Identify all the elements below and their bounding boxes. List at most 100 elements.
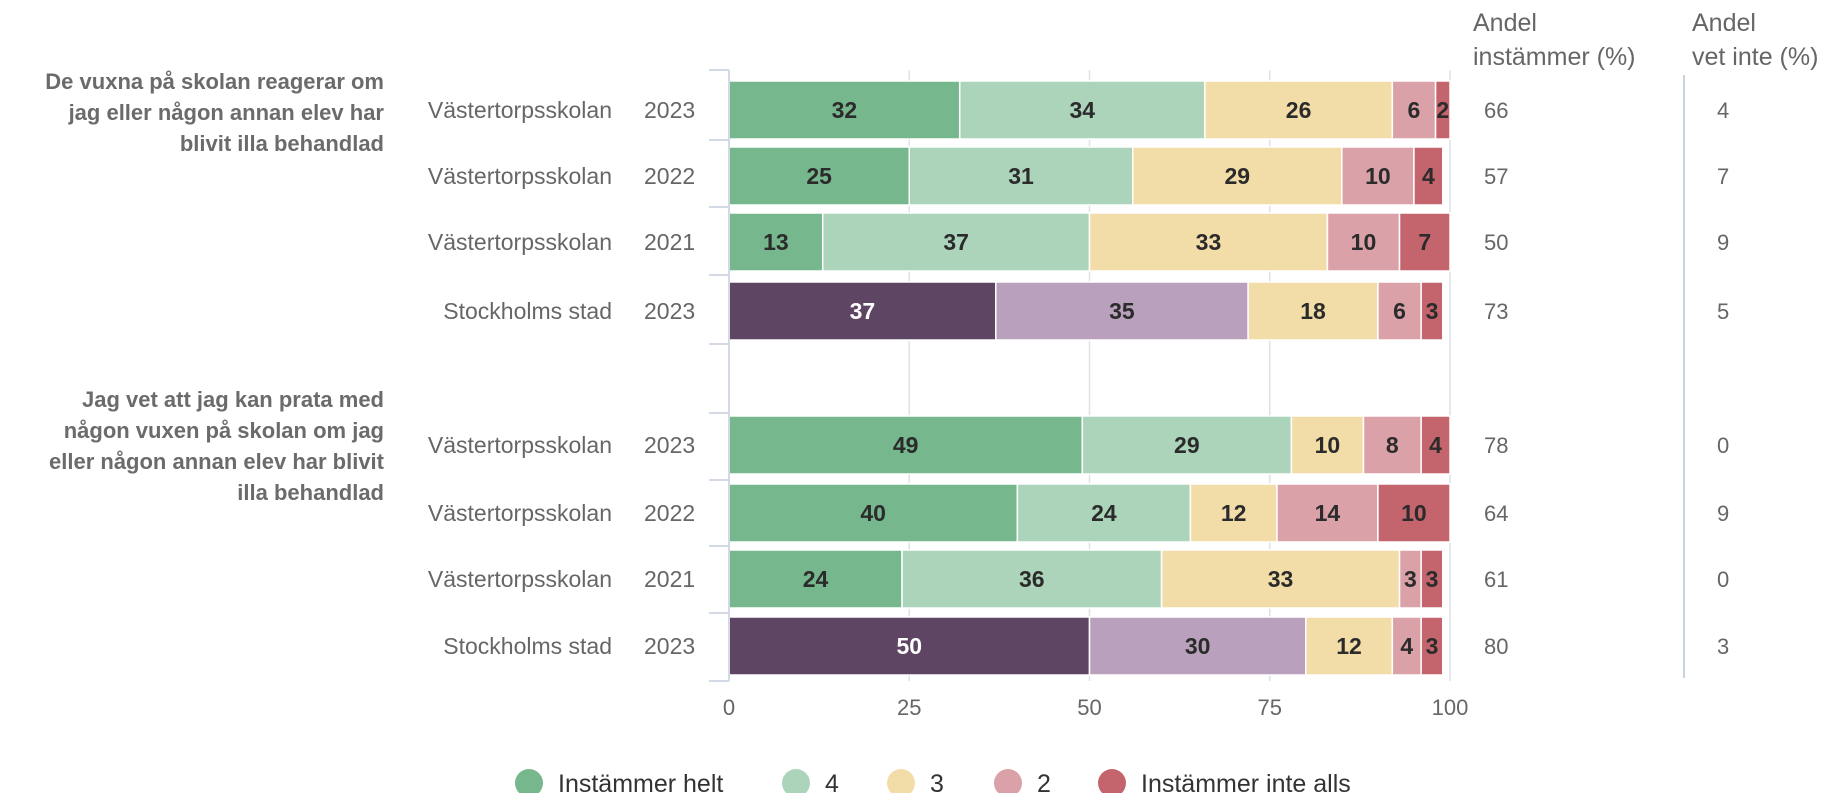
- unit-label: Stockholms stad: [443, 298, 612, 324]
- dontknow-value: 4: [1717, 98, 1729, 123]
- unit-label: Västertorpsskolan: [428, 163, 612, 189]
- bar-segment-label: 4: [1400, 633, 1413, 659]
- year-label: 2023: [644, 633, 695, 659]
- agree-value: 50: [1484, 230, 1508, 255]
- legend-label: 3: [930, 770, 944, 793]
- bar-segment-label: 26: [1286, 97, 1312, 123]
- unit-label: Västertorpsskolan: [428, 566, 612, 592]
- agree-value: 64: [1484, 501, 1508, 526]
- bar-segment-label: 36: [1019, 566, 1045, 592]
- bar-segment: [1398, 212, 1451, 272]
- dontknow-column-header: vet inte (%): [1692, 43, 1818, 71]
- bar-segment-label: 34: [1069, 97, 1095, 123]
- x-tick-label: 25: [897, 695, 921, 720]
- bar-segment-label: 3: [1404, 566, 1417, 592]
- bar-segment: [1088, 212, 1329, 272]
- bar-segment: [728, 415, 1084, 475]
- bar-segment-label: 37: [943, 229, 969, 255]
- bar-segment: [1413, 146, 1444, 206]
- bar-segment: [728, 212, 824, 272]
- bar-segment-label: 12: [1336, 633, 1362, 659]
- dontknow-value: 7: [1717, 164, 1729, 189]
- agree-value: 66: [1484, 98, 1508, 123]
- unit-label: Västertorpsskolan: [428, 500, 612, 526]
- bar-segment: [1362, 415, 1422, 475]
- bar-segment-label: 2: [1436, 97, 1449, 123]
- x-tick-label: 100: [1432, 695, 1469, 720]
- dontknow-value: 9: [1717, 501, 1729, 526]
- year-label: 2021: [644, 566, 695, 592]
- year-label: 2022: [644, 163, 695, 189]
- year-label: 2023: [644, 432, 695, 458]
- agree-value: 80: [1484, 634, 1508, 659]
- bar-segment-label: 40: [860, 500, 886, 526]
- x-tick-label: 75: [1258, 695, 1282, 720]
- bar-segment: [1189, 483, 1278, 543]
- bar-segment-label: 10: [1351, 229, 1377, 255]
- bar-segment: [821, 212, 1091, 272]
- bar-segment-label: 37: [850, 298, 876, 324]
- bar-segment-label: 49: [893, 432, 919, 458]
- question-label: eller någon annan elev har blivit: [49, 449, 385, 474]
- legend-marker: [887, 769, 915, 793]
- bar-segment: [901, 549, 1163, 609]
- unit-label: Västertorpsskolan: [428, 229, 612, 255]
- bar-segment: [1420, 616, 1444, 676]
- bar-segment: [1305, 616, 1394, 676]
- unit-label: Stockholms stad: [443, 633, 612, 659]
- year-label: 2023: [644, 298, 695, 324]
- bar-segment-label: 32: [832, 97, 858, 123]
- bar-segment-label: 6: [1393, 298, 1406, 324]
- legend-label: 4: [825, 770, 839, 793]
- bar-segment-label: 8: [1386, 432, 1399, 458]
- legend-marker: [994, 769, 1022, 793]
- bar-segment: [1081, 415, 1293, 475]
- bar-segment: [958, 80, 1206, 140]
- bar-segment: [728, 483, 1019, 543]
- agree-column-header: Andel: [1473, 9, 1537, 37]
- bar-segment-label: 3: [1426, 566, 1439, 592]
- legend-marker: [1098, 769, 1126, 793]
- dontknow-value: 5: [1717, 299, 1729, 324]
- bar-segment: [1160, 549, 1401, 609]
- bar-segment-label: 24: [803, 566, 829, 592]
- dontknow-column-header: Andel: [1692, 9, 1756, 37]
- bar-segment-label: 13: [763, 229, 789, 255]
- agree-column-header: instämmer (%): [1473, 43, 1636, 71]
- bar-segment: [1326, 212, 1401, 272]
- dontknow-value: 0: [1717, 433, 1729, 458]
- bar-segment: [728, 80, 961, 140]
- question-label: De vuxna på skolan reagerar om: [45, 69, 384, 94]
- bar-segment-label: 33: [1268, 566, 1294, 592]
- bar-segment-label: 33: [1196, 229, 1222, 255]
- dontknow-value: 3: [1717, 634, 1729, 659]
- legend-marker: [782, 769, 810, 793]
- row-labels: De vuxna på skolan reagerar om jag eller …: [45, 69, 695, 659]
- dontknow-value: 9: [1717, 230, 1729, 255]
- agree-value: 57: [1484, 164, 1508, 189]
- question-label: illa behandlad: [237, 480, 384, 505]
- x-axis: 0 25 50 75 100: [709, 69, 1469, 720]
- bar-segment-label: 12: [1221, 500, 1247, 526]
- question-label: blivit illa behandlad: [180, 131, 384, 156]
- bar-segment: [1420, 281, 1444, 341]
- agree-value: 78: [1484, 433, 1508, 458]
- bar-segment-label: 24: [1091, 500, 1117, 526]
- legend-label: Instämmer inte alls: [1141, 770, 1351, 793]
- bar-segment-label: 18: [1300, 298, 1326, 324]
- bar-segment-label: 7: [1418, 229, 1431, 255]
- bar-segment-label: 29: [1174, 432, 1200, 458]
- bar-segment-label: 25: [806, 163, 832, 189]
- question-label: jag eller någon annan elev har: [68, 100, 385, 125]
- legend-marker: [515, 769, 543, 793]
- bar-segment-label: 3: [1426, 298, 1439, 324]
- bar-segment-label: 14: [1315, 500, 1341, 526]
- legend-label: 2: [1037, 770, 1051, 793]
- bar-segment-label: 35: [1109, 298, 1135, 324]
- bar-segment-label: 3: [1426, 633, 1439, 659]
- legend: Instämmer helt 4 3 2 Instämmer inte alls: [515, 769, 1351, 793]
- year-label: 2023: [644, 97, 695, 123]
- bar-segment-label: 10: [1315, 432, 1341, 458]
